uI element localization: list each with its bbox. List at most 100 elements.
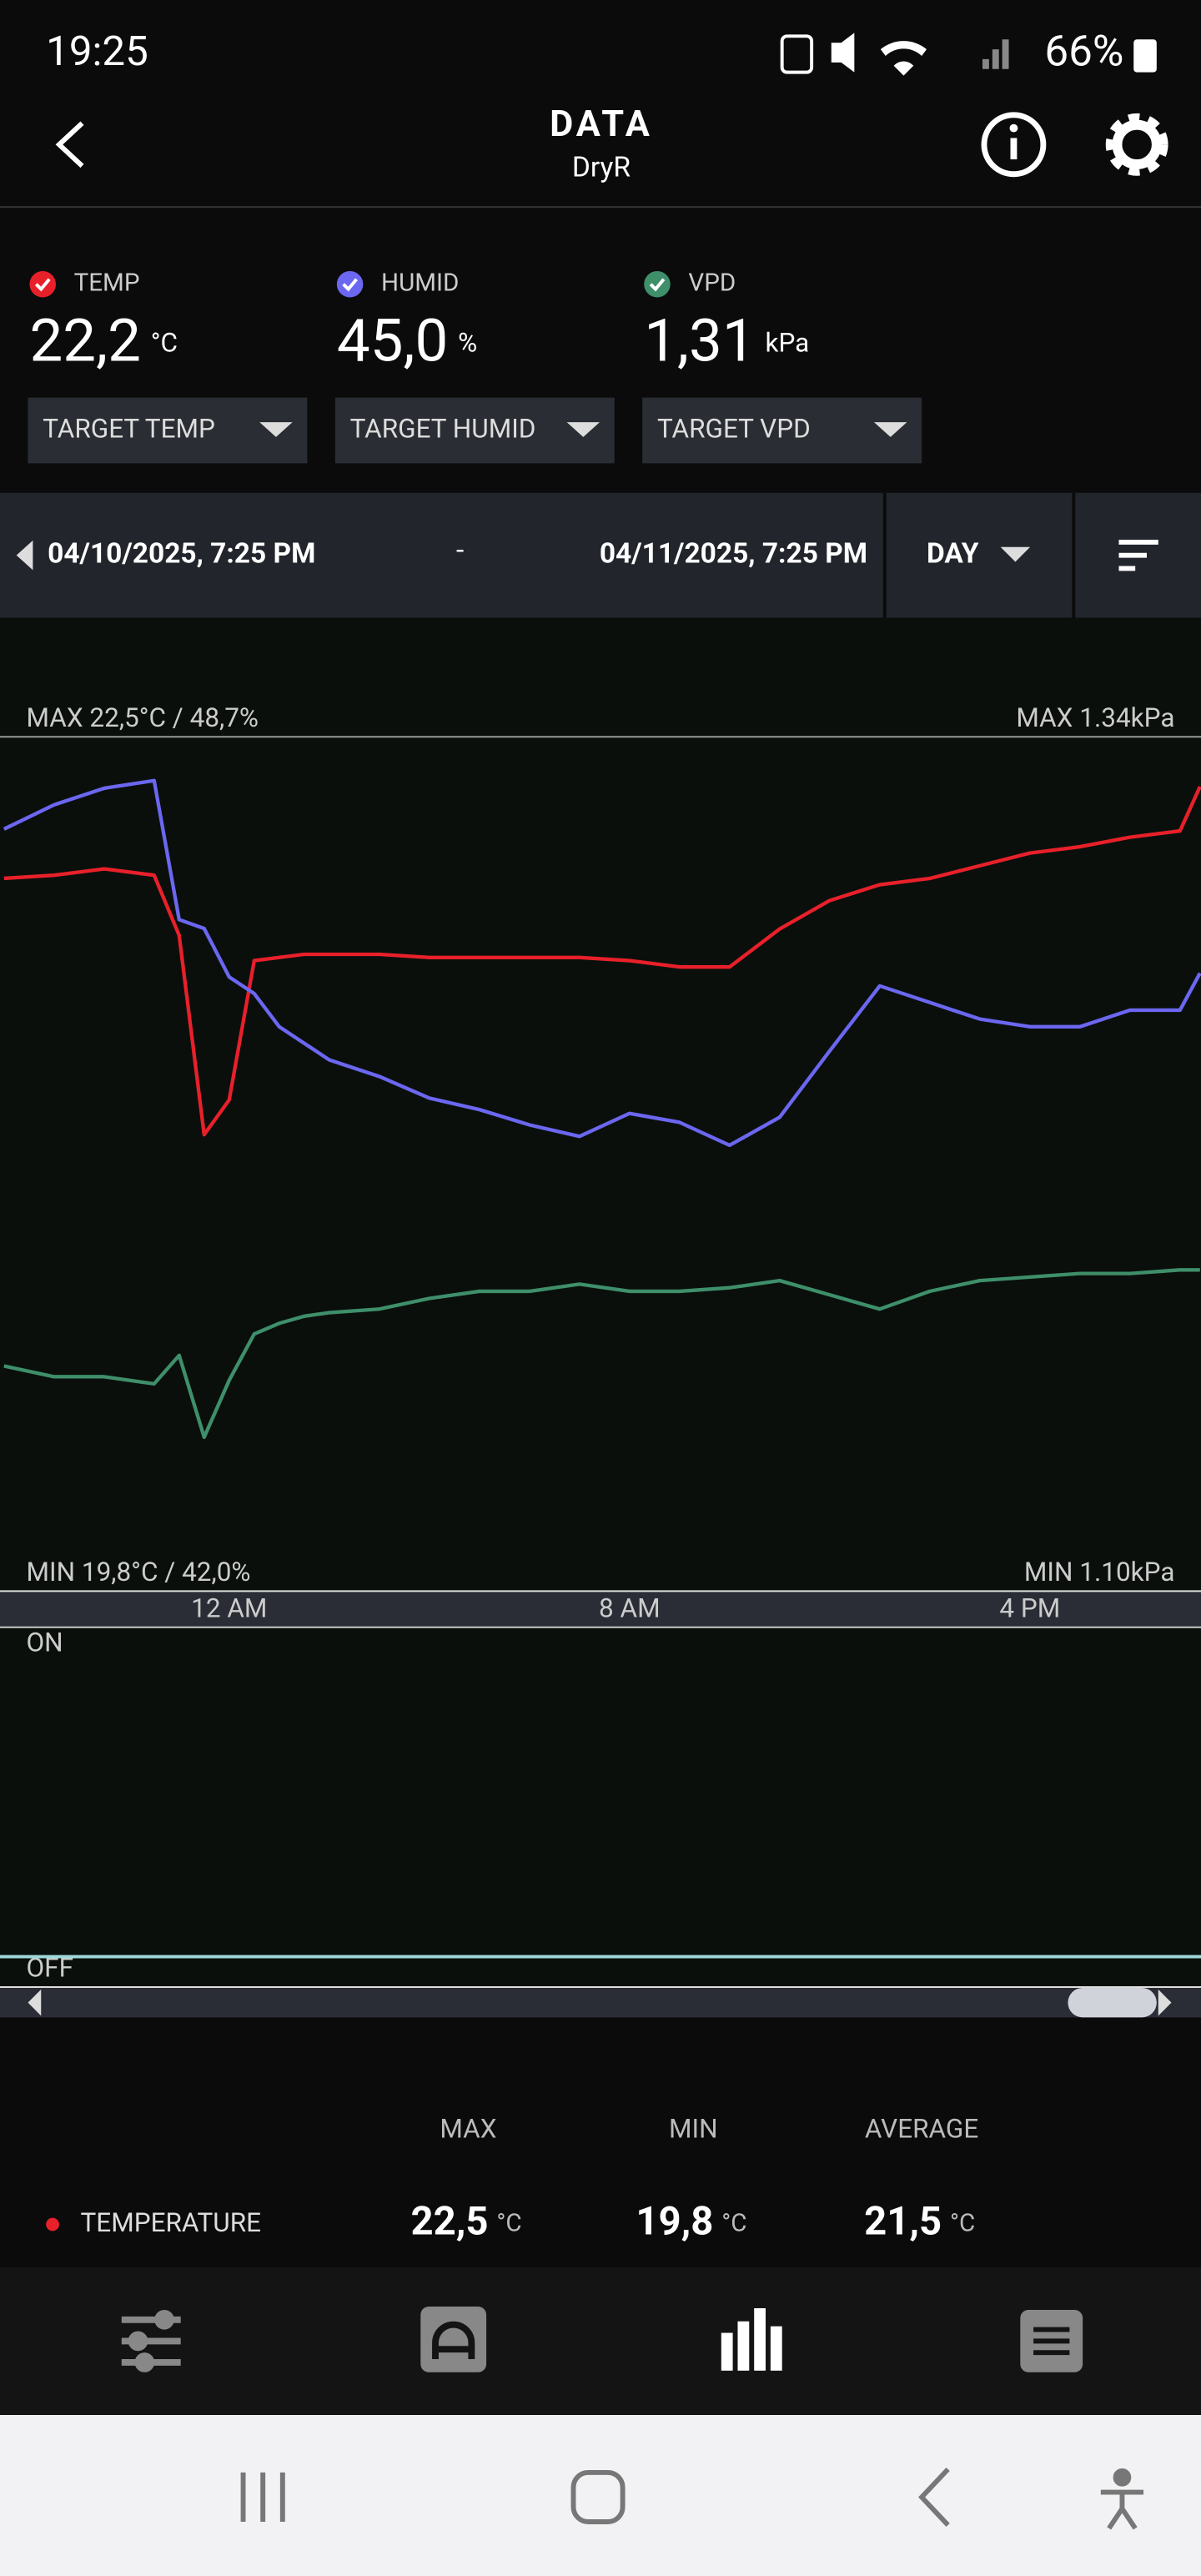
plot: 12 AM 8 AM 4 PM xyxy=(3,778,1201,1623)
row-dot xyxy=(46,2217,59,2231)
reading-number: 1,31 xyxy=(644,306,756,375)
auto-letter xyxy=(432,2321,475,2360)
reading-unit: % xyxy=(458,328,477,359)
stats-header: MAX xyxy=(440,2114,496,2145)
log-lines xyxy=(1033,2327,1070,2356)
status-icons xyxy=(780,33,1157,76)
min-label: MIN 1.10kPa xyxy=(1024,1557,1175,1587)
row-unit: °C xyxy=(496,2209,521,2237)
check-mark xyxy=(34,278,51,292)
check-icon[interactable] xyxy=(336,270,364,298)
reading-value: 1,31 kPa xyxy=(644,306,809,375)
stats-header: AVERAGE xyxy=(865,2114,978,2145)
info-stem xyxy=(1010,138,1018,160)
stats-header: MIN xyxy=(669,2114,718,2145)
target-dropdown[interactable] xyxy=(28,397,308,464)
target-label: TARGET VPD xyxy=(657,413,811,444)
a11y-head xyxy=(1113,2468,1132,2487)
dropdown-caret xyxy=(566,422,600,437)
info-button[interactable] xyxy=(981,112,1047,178)
slider-knob xyxy=(134,2352,155,2372)
bar-icon xyxy=(737,2321,750,2371)
reading-number: 45,0 xyxy=(337,306,449,375)
scroll-bar[interactable] xyxy=(0,1985,1201,2018)
target-label: TARGET HUMID xyxy=(350,413,536,444)
toggle-on-label: ON xyxy=(27,1628,63,1658)
row-unit: °C xyxy=(721,2209,746,2237)
readings: TEMP 22,2 °C TARGET TEMP HUMID 45,0 % TARGET HU… xyxy=(28,269,922,464)
target-dropdown[interactable] xyxy=(334,397,615,464)
system-nav xyxy=(0,2415,1201,2576)
wifi-icon xyxy=(880,41,927,76)
date-bar xyxy=(0,492,1201,618)
row-value: 19,8 °C xyxy=(636,2198,746,2245)
scroll-left[interactable] xyxy=(28,1989,42,2016)
x-tick-label: 8 AM xyxy=(599,1592,661,1623)
header-title: DATA xyxy=(550,103,653,145)
dropdown-caret xyxy=(259,422,293,437)
reading-label: TEMP xyxy=(74,269,140,298)
date-prev[interactable] xyxy=(16,540,33,571)
reading-value: 45,0% xyxy=(337,306,477,375)
reading-label: HUMID xyxy=(381,269,459,298)
series-line xyxy=(3,786,1201,1137)
accessibility-button[interactable] xyxy=(1100,2468,1144,2530)
bar-icon xyxy=(721,2332,733,2371)
target-label: TARGET TEMP xyxy=(43,413,215,444)
reading-unit: °C xyxy=(151,328,178,359)
recents-button[interactable] xyxy=(240,2472,285,2523)
row-name: TEMPERATURE xyxy=(81,2207,262,2238)
row-number: 19,8 xyxy=(636,2198,713,2245)
x-tick-label: 4 PM xyxy=(999,1592,1060,1623)
nav-controls[interactable] xyxy=(121,2309,181,2372)
mute-icon xyxy=(831,33,855,73)
nav-log[interactable] xyxy=(1020,2309,1083,2372)
reading-number: 22,2 xyxy=(29,306,141,375)
info-dot xyxy=(1009,123,1018,133)
row-unit: °C xyxy=(950,2209,975,2237)
max-label: MAX 22,5°C / 48,7% xyxy=(27,702,259,733)
target-dropdown[interactable] xyxy=(642,397,922,464)
battery-icon xyxy=(1133,39,1157,73)
row-value: 21,5 °C xyxy=(864,2198,975,2245)
auto-box xyxy=(420,2307,487,2372)
check-mark xyxy=(649,278,666,292)
info-circle xyxy=(981,112,1047,178)
bottom-nav xyxy=(0,2267,1201,2415)
header-subtitle: DryR xyxy=(572,152,631,184)
date-end[interactable]: 04/11/2025, 7:25 PM xyxy=(600,537,867,570)
bluetooth-icon xyxy=(780,34,814,74)
gear-ring xyxy=(1112,119,1162,169)
check-mark xyxy=(342,278,358,292)
bar-icon xyxy=(754,2307,766,2371)
row-value: 22,5 °C xyxy=(410,2198,521,2245)
date-separator: - xyxy=(456,535,464,567)
max-label: MAX 1.34kPa xyxy=(1016,702,1174,733)
series-line xyxy=(3,1268,1200,1440)
reading-label: VPD xyxy=(688,269,736,298)
date-start[interactable]: 04/10/2025, 7:25 PM xyxy=(48,537,315,570)
check-icon[interactable] xyxy=(644,270,671,298)
reading-value: 22,2 °C xyxy=(29,306,178,375)
sort-button[interactable] xyxy=(1118,539,1158,571)
status-time: 19:25 xyxy=(46,28,148,76)
settings-button[interactable] xyxy=(1105,113,1168,176)
period-caret xyxy=(1000,546,1031,562)
scroll-thumb[interactable] xyxy=(1068,1987,1157,2018)
reading-unit: kPa xyxy=(766,328,810,359)
toggle-chart xyxy=(0,1628,1201,1988)
nav-data[interactable] xyxy=(721,2307,782,2371)
check-icon[interactable] xyxy=(29,270,56,298)
min-label: MIN 19,8°C / 42,0% xyxy=(27,1557,251,1587)
period-select[interactable]: DAY xyxy=(927,537,979,570)
x-tick-label: 12 AM xyxy=(191,1592,267,1623)
a11y-body xyxy=(1100,2489,1144,2530)
back-system-button[interactable] xyxy=(918,2467,950,2527)
nav-auto[interactable] xyxy=(420,2307,487,2372)
home-button[interactable] xyxy=(570,2469,626,2524)
x-axis-band xyxy=(0,1590,1201,1627)
scroll-right[interactable] xyxy=(1158,1989,1172,2016)
back-button[interactable] xyxy=(55,121,84,169)
